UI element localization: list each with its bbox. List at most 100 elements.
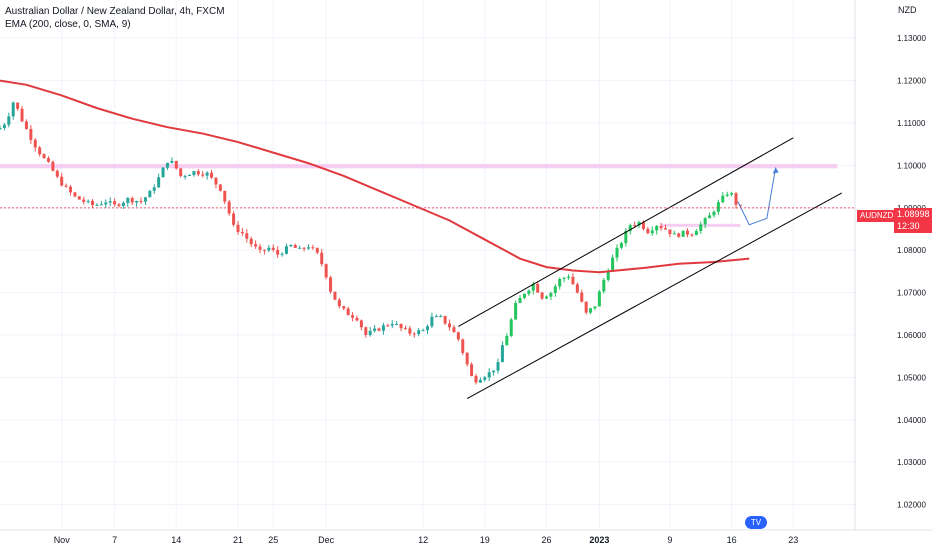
candle-body [192,171,196,175]
price-tick-label: 1.07000 [897,289,926,298]
candle-body [55,170,59,177]
candle-body [254,244,258,247]
candle-body [165,162,169,168]
candle-body [470,364,474,376]
candle-body [443,316,447,324]
last-price-badge: 1.08998 12:30 [894,208,932,233]
indicator-label[interactable]: EMA (200, close, 0, SMA, 9) [5,19,131,30]
price-tick-label: 1.05000 [897,373,926,382]
price-tick-label: 1.02000 [897,501,926,510]
candle-body [117,204,121,206]
projection-arrowhead [772,167,779,174]
candle-body [320,252,324,265]
candle-body [183,175,187,177]
candle-body [663,228,667,230]
time-tick-label: Dec [318,535,335,545]
time-tick-label: 25 [268,535,278,545]
candle-body [60,176,64,186]
candle-body [179,168,183,177]
candle-body [540,292,544,299]
time-tick-label: 19 [480,535,490,545]
candle-body [337,299,341,307]
candle-body [694,231,698,236]
candle-body [412,333,416,335]
candle-body [143,197,147,202]
candle-body [311,247,315,249]
candle-body [611,257,615,272]
candle-body [24,121,28,130]
candle-body [104,202,108,205]
price-tick-label: 1.11000 [897,119,926,128]
candle-body [329,277,333,292]
candle-body [721,195,725,203]
time-tick-label: 2023 [589,535,609,545]
candle-body [293,245,297,248]
candle-body [126,198,130,203]
candle-body [456,332,460,340]
candle-body [170,160,174,163]
candle-body [734,193,738,205]
candle-body [174,160,178,169]
candle-body [262,249,266,251]
candle-body [522,293,526,298]
candle-body [245,233,249,239]
candle-body [399,323,403,329]
candle-body [33,139,37,148]
time-tick-label: 21 [233,535,243,545]
trend-channel[interactable] [458,137,843,399]
candle-body [38,147,42,155]
candle-body [73,192,77,197]
price-tick-label: 1.12000 [897,77,926,86]
candle-body [571,276,575,285]
time-tick-label: 14 [171,535,181,545]
candle-body [403,328,407,330]
candle-body [725,194,729,196]
time-tick-label: 12 [418,535,428,545]
candle-body [236,224,240,232]
candle-body [258,246,262,250]
candle-body [289,245,293,247]
candle-body [461,339,465,353]
candle-body [95,204,99,206]
candle-body [426,326,429,331]
candle-body [7,116,11,125]
candle-body [589,308,593,313]
candle-body [567,276,571,278]
candle-body [333,291,337,300]
candle-body [82,199,86,202]
time-tick-label: 26 [541,535,551,545]
candle-body [240,231,244,234]
candle-body [386,325,390,327]
channel-lower-line [466,192,843,399]
candle-body [135,200,139,203]
candle-body [668,229,672,235]
candle-body [549,293,553,297]
candle-body [232,213,236,225]
candle-body [487,372,491,378]
candle-body [152,187,156,191]
candle-body [633,225,637,227]
candle-body [214,177,218,185]
price-tick-label: 1.10000 [897,161,926,170]
last-price: 1.08998 [897,209,930,219]
candle-body [615,247,619,258]
projection-arrow[interactable] [737,167,779,226]
time-axis[interactable]: Nov 7 14 21 25 Dec 12 19 26 2023 9 16 23 [54,535,799,545]
candle-body [677,233,681,237]
candle-body [562,277,566,279]
candle-body [544,296,548,299]
bar-countdown: 12:30 [897,221,920,231]
candle-body [42,154,46,159]
candle-body [536,283,540,293]
tradingview-logo[interactable]: TV [745,516,767,529]
candle-body [505,335,509,346]
candle-body [483,377,487,380]
candle-body [474,375,478,383]
candle-body [593,306,597,309]
candle-body [249,238,253,245]
currency-label: NZD [898,5,917,15]
candle-body [368,330,372,336]
candle-body [558,278,562,287]
candle-body [201,174,205,176]
